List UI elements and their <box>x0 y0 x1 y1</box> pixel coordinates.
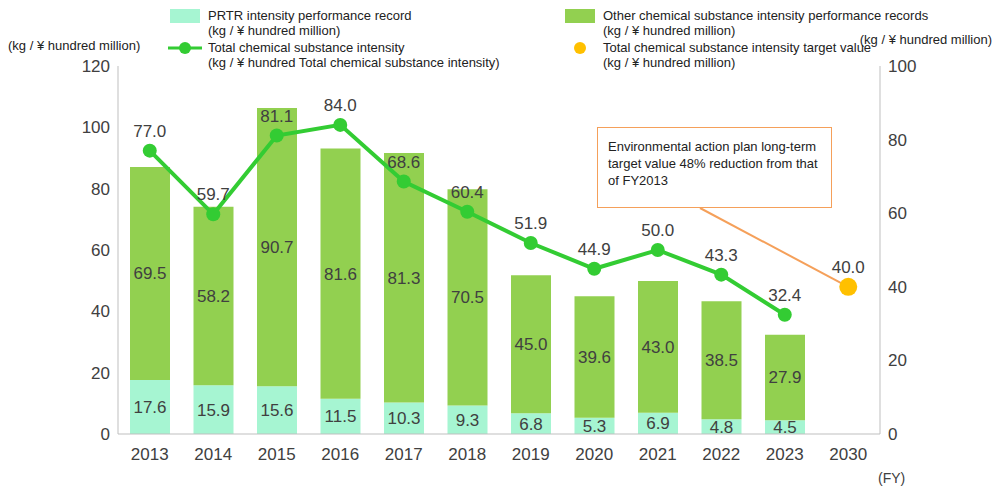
html-text:(FY): (FY) <box>878 470 906 486</box>
svg-text:39.6: 39.6 <box>578 348 611 367</box>
svg-text:5.3: 5.3 <box>583 417 607 436</box>
html-text:Total chemical substance inten: Total chemical substance intensity <box>208 40 405 55</box>
svg-text:2022: 2022 <box>702 445 740 464</box>
svg-text:2014: 2014 <box>194 445 232 464</box>
html-text:(kg / ¥ hundred million): (kg / ¥ hundred million) <box>208 23 341 38</box>
svg-text:80: 80 <box>888 131 907 150</box>
svg-text:15.9: 15.9 <box>197 401 230 420</box>
svg-text:2013: 2013 <box>131 445 169 464</box>
svg-text:50.0: 50.0 <box>641 221 674 240</box>
html-text:Total chemical substance inten: Total chemical substance intensity targe… <box>603 40 872 55</box>
svg-text:60: 60 <box>888 204 907 223</box>
svg-text:51.9: 51.9 <box>514 214 547 233</box>
svg-text:70.5: 70.5 <box>451 288 484 307</box>
svg-text:45.0: 45.0 <box>514 335 547 354</box>
svg-text:2017: 2017 <box>385 445 423 464</box>
svg-text:2015: 2015 <box>258 445 296 464</box>
svg-text:2023: 2023 <box>766 445 804 464</box>
svg-text:77.0: 77.0 <box>133 122 166 141</box>
html-text:(kg / ¥ hundred million): (kg / ¥ hundred million) <box>8 38 141 53</box>
svg-text:44.9: 44.9 <box>578 240 611 259</box>
svg-text:27.9: 27.9 <box>768 368 801 387</box>
svg-text:43.3: 43.3 <box>705 246 738 265</box>
svg-text:9.3: 9.3 <box>456 411 480 430</box>
svg-text:43.0: 43.0 <box>641 338 674 357</box>
svg-text:40: 40 <box>888 278 907 297</box>
html-text:(kg / ¥ hundred million): (kg / ¥ hundred million) <box>603 23 736 38</box>
svg-text:11.5: 11.5 <box>325 407 357 426</box>
svg-text:2030: 2030 <box>829 445 867 464</box>
svg-text:90.7: 90.7 <box>260 238 293 257</box>
svg-text:20: 20 <box>91 364 110 383</box>
svg-text:84.0: 84.0 <box>324 96 357 115</box>
html-text:(kg / ¥ hundred million): (kg / ¥ hundred million) <box>603 55 736 70</box>
svg-text:15.6: 15.6 <box>260 401 293 420</box>
svg-text:100: 100 <box>888 57 916 76</box>
svg-text:68.6: 68.6 <box>387 153 420 172</box>
svg-text:80: 80 <box>91 180 110 199</box>
svg-text:59.7: 59.7 <box>197 185 230 204</box>
svg-text:0: 0 <box>101 425 110 444</box>
html-text:(kg / ¥ hundred Total chemical: (kg / ¥ hundred Total chemical substance… <box>208 55 500 70</box>
svg-text:20: 20 <box>888 351 907 370</box>
svg-text:0: 0 <box>888 425 897 444</box>
svg-text:2018: 2018 <box>448 445 486 464</box>
svg-text:17.6: 17.6 <box>133 398 166 417</box>
svg-text:100: 100 <box>82 118 110 137</box>
html-text:(kg / ¥ hundred million): (kg / ¥ hundred million) <box>859 32 992 47</box>
svg-text:4.5: 4.5 <box>773 418 797 437</box>
svg-text:58.2: 58.2 <box>197 287 230 306</box>
svg-text:2021: 2021 <box>639 445 677 464</box>
svg-text:81.6: 81.6 <box>324 265 357 284</box>
html-text:PRTR intensity performance rec: PRTR intensity performance record <box>208 8 412 23</box>
svg-text:10.3: 10.3 <box>387 409 420 428</box>
svg-text:60: 60 <box>91 241 110 260</box>
html-text:Environmental action plan long: Environmental action plan long-term targ… <box>608 139 818 188</box>
svg-text:6.9: 6.9 <box>646 414 670 433</box>
html-text:Other chemical substance inten: Other chemical substance intensity perfo… <box>603 8 929 23</box>
svg-text:38.5: 38.5 <box>705 351 738 370</box>
svg-text:120: 120 <box>82 57 110 76</box>
svg-text:4.8: 4.8 <box>710 418 734 437</box>
svg-text:60.4: 60.4 <box>451 183 484 202</box>
svg-text:40.0: 40.0 <box>832 258 865 277</box>
svg-text:2016: 2016 <box>321 445 359 464</box>
svg-text:32.4: 32.4 <box>768 286 801 305</box>
svg-text:81.1: 81.1 <box>260 107 293 126</box>
svg-text:69.5: 69.5 <box>133 264 166 283</box>
svg-text:40: 40 <box>91 302 110 321</box>
svg-text:6.8: 6.8 <box>519 415 543 434</box>
svg-text:81.3: 81.3 <box>387 269 420 288</box>
svg-text:2020: 2020 <box>575 445 613 464</box>
svg-text:2019: 2019 <box>512 445 550 464</box>
